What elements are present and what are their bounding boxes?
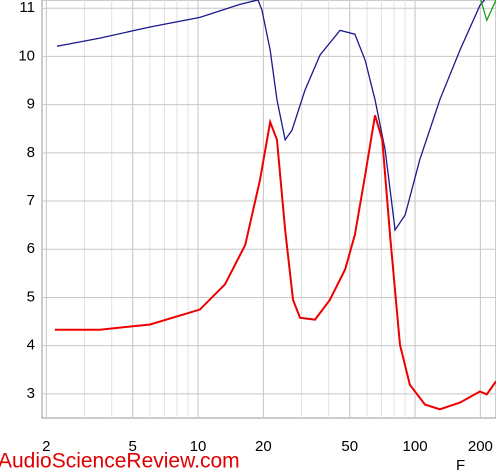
series-line bbox=[54, 114, 496, 411]
x-tick-label: 10 bbox=[190, 438, 207, 455]
x-tick-label: 100 bbox=[403, 438, 428, 455]
y-tick-label: 11 bbox=[19, 0, 35, 16]
y-tick-label: 4 bbox=[27, 337, 35, 354]
y-tick-label: 6 bbox=[27, 240, 35, 257]
series-line bbox=[480, 0, 496, 23]
x-tick-label: 50 bbox=[341, 438, 358, 455]
y-tick-label: 3 bbox=[27, 385, 35, 402]
x-axis-label: F bbox=[456, 457, 465, 471]
y-tick-label: 9 bbox=[27, 96, 35, 113]
x-tick-label: 200 bbox=[468, 438, 493, 455]
y-tick-label: 8 bbox=[27, 144, 35, 161]
x-tick-label: 2 bbox=[42, 438, 50, 455]
watermark: AudioScienceReview.com bbox=[0, 450, 240, 471]
y-tick-label: 5 bbox=[27, 288, 35, 305]
x-tick-label: 5 bbox=[129, 438, 137, 455]
y-tick-label: 7 bbox=[27, 192, 35, 209]
plot-area bbox=[41, 0, 496, 419]
series-line bbox=[56, 0, 486, 232]
y-tick-label: 10 bbox=[18, 47, 35, 64]
x-tick-label: 20 bbox=[255, 438, 272, 455]
